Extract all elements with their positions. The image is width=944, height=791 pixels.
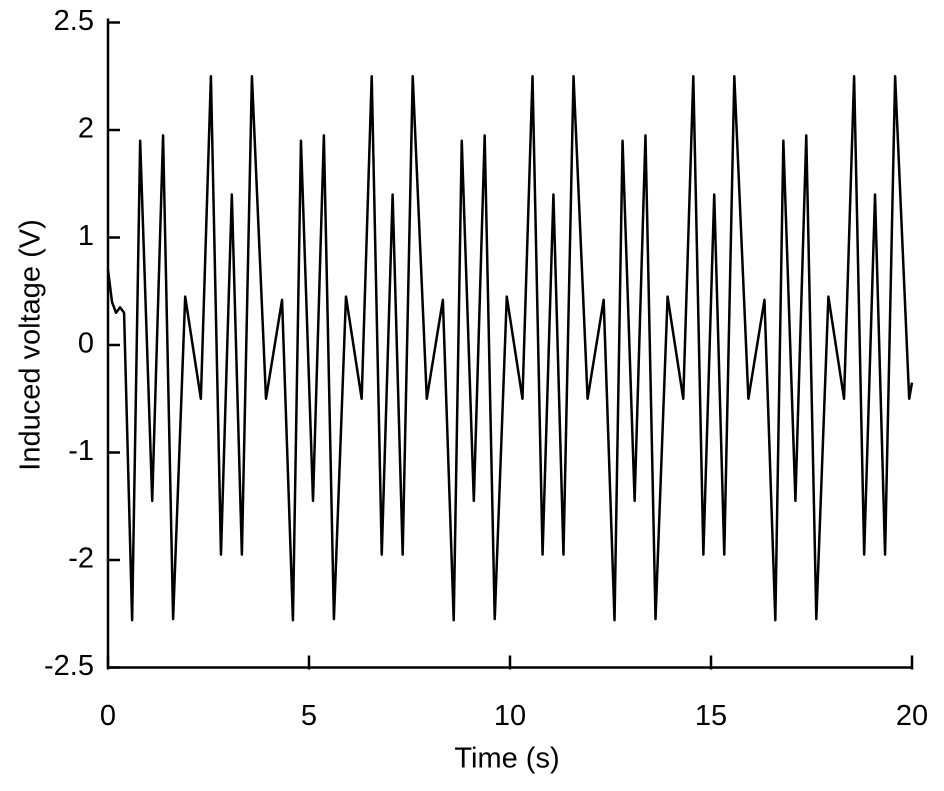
x-axis-title: Time (s) (454, 743, 559, 775)
y-tick-label: -1 (68, 435, 94, 467)
x-tick-label: 10 (494, 700, 526, 732)
x-tick-label: 15 (695, 700, 727, 732)
y-tick-label: 2.5 (54, 5, 94, 37)
x-tick-label: 0 (100, 700, 116, 732)
y-tick-label: -2.5 (44, 650, 94, 682)
y-tick-label: 1 (78, 220, 94, 252)
y-tick-label: 0 (78, 328, 94, 360)
y-tick-label: 2 (78, 113, 94, 145)
x-tick-label: 5 (301, 700, 317, 732)
data-line (106, 75, 914, 622)
y-tick-label: -2 (68, 543, 94, 575)
y-axis-title: Induced voltage (V) (15, 219, 47, 470)
x-tick-label: 20 (896, 700, 928, 732)
